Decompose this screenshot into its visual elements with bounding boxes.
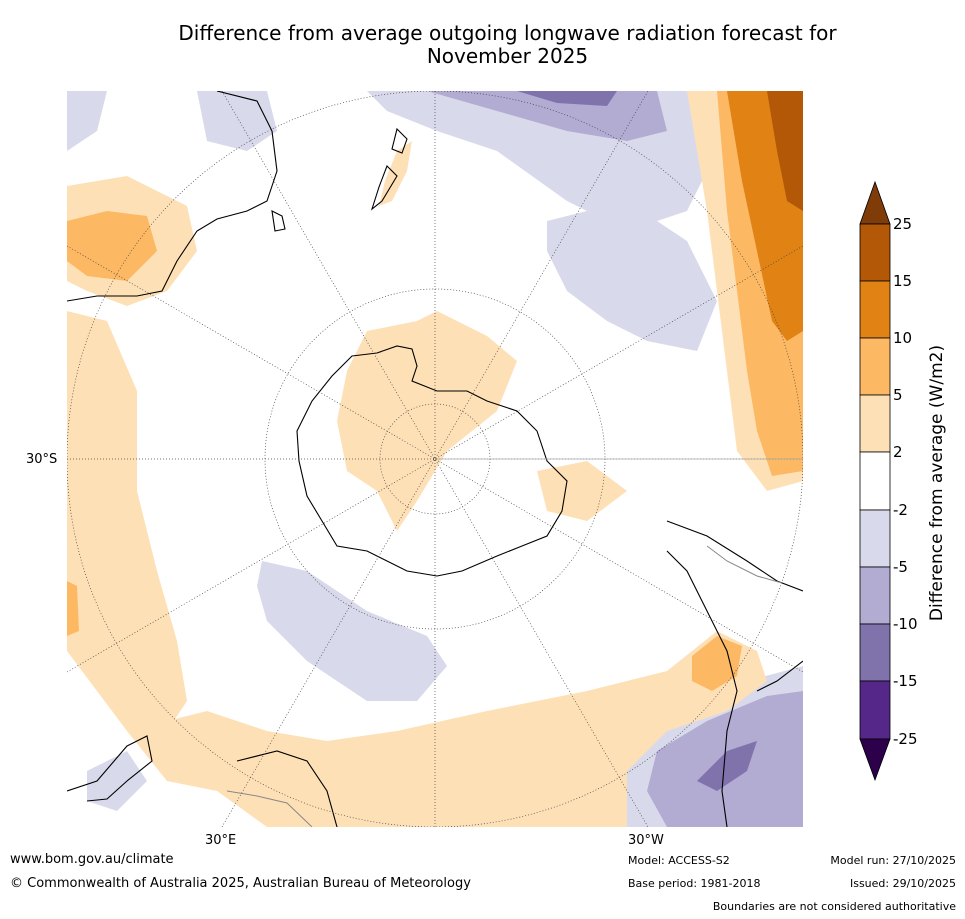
anomaly-region-pos-15-right <box>767 91 803 211</box>
colorbar-swatch-15-25 <box>859 223 891 282</box>
anomaly-region-pos-5-south <box>692 636 742 691</box>
anomaly-region-neg-lower <box>257 561 447 701</box>
footer-issued: Issued: 29/10/2025 <box>849 877 956 890</box>
colorbar <box>859 180 891 782</box>
colorbar-swatch-extend-low <box>859 738 891 782</box>
colorbar-tick: -10 <box>893 615 918 633</box>
colorbar-swatch-10-15 <box>859 280 891 339</box>
colorbar-tick: -25 <box>893 730 918 748</box>
colorbar-tick: -2 <box>893 501 908 519</box>
colorbar-tick: -15 <box>893 672 918 690</box>
anomaly-region-neg-10-bottom-right <box>697 741 757 791</box>
lon-label-30w: 30°W <box>628 833 664 848</box>
colorbar-swatch-neg10-neg5 <box>859 566 891 625</box>
coastline-australia <box>67 735 338 827</box>
anomaly-region-pos-nz <box>379 141 412 206</box>
colorbar-swatch-neg5-neg2 <box>859 509 891 568</box>
coastlines <box>67 91 803 827</box>
anomaly-region-pos-east <box>537 461 627 521</box>
footer-model: Model: ACCESS-S2 <box>628 854 730 867</box>
colorbar-tick: 2 <box>893 443 903 461</box>
anomaly-region-pos-5-west <box>67 581 79 636</box>
anomaly-region-pos-west <box>67 311 187 731</box>
anomaly-region-neg-top-left <box>67 91 277 151</box>
colorbar-swatch-2-5 <box>859 394 891 453</box>
footer-base-period: Base period: 1981-2018 <box>628 877 761 890</box>
land-borders <box>226 545 783 827</box>
colorbar-swatch-neg2-2 <box>859 451 891 511</box>
footer-website: www.bom.gov.au/climate <box>10 852 174 867</box>
chart-title-line2: November 2025 <box>426 44 589 68</box>
coastline-nz-north <box>391 127 408 154</box>
anomaly-region-pos-bottom <box>127 631 767 827</box>
anomaly-region-neg-10-top <box>517 91 617 106</box>
anomaly-region-neg-right <box>547 201 717 351</box>
colorbar-swatches <box>859 223 891 740</box>
coastline-south-america <box>666 520 803 827</box>
colorbar-swatch-neg25-neg15 <box>859 680 891 740</box>
anomaly-region-pos-center <box>337 311 517 531</box>
colorbar-swatch-extend-high <box>859 180 891 225</box>
colorbar-tick: 5 <box>893 386 903 404</box>
colorbar-swatch-5-10 <box>859 337 891 396</box>
colorbar-tick: 10 <box>893 329 913 347</box>
anomaly-region-pos-5-left <box>67 211 157 281</box>
footer-model-run: Model run: 27/10/2025 <box>830 854 956 867</box>
lon-label-30e: 30°E <box>205 833 237 848</box>
anomaly-region-neg-bottom-left <box>87 751 147 811</box>
chart-title-line1: Difference from average outgoing longwav… <box>178 21 837 45</box>
footer-copyright: © Commonwealth of Australia 2025, Austra… <box>10 876 471 891</box>
chart-title: Difference from average outgoing longwav… <box>0 22 965 68</box>
colorbar-tick: 25 <box>893 215 913 233</box>
coastline-madagascar <box>271 210 286 232</box>
footer-disclaimer: Boundaries are not considered authoritat… <box>712 900 956 913</box>
lat-label-30s: 30°S <box>26 452 58 467</box>
colorbar-title: Difference from average (W/m2) <box>927 344 947 622</box>
colorbar-tick: 15 <box>893 272 913 290</box>
coastline-antarctica <box>296 345 568 577</box>
coastline-nz-south <box>370 165 398 211</box>
coastline-bottom-right <box>756 660 803 692</box>
coastline-africa <box>67 91 278 302</box>
colorbar-swatch-neg15-neg10 <box>859 623 891 682</box>
olr-anomaly-map <box>67 91 803 827</box>
colorbar-tick: -5 <box>893 558 908 576</box>
